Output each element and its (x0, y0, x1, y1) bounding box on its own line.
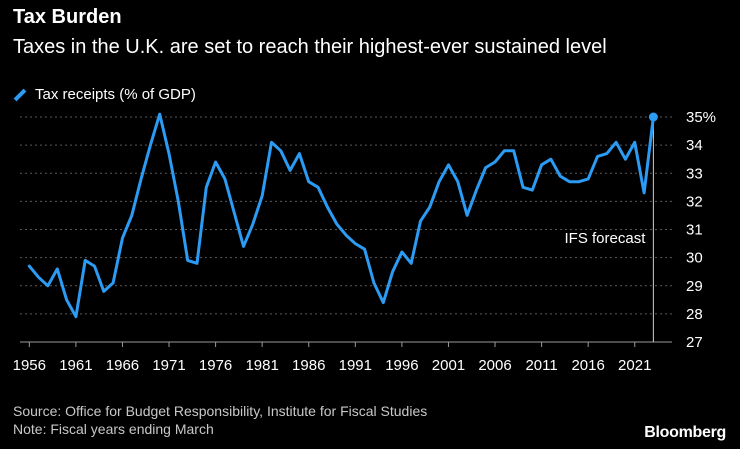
x-tick-label: 2016 (571, 357, 604, 374)
y-tick-label: 32 (686, 193, 703, 210)
x-tick-label: 2001 (432, 357, 465, 374)
y-tick-label: 27 (686, 334, 703, 351)
x-tick-label: 2011 (525, 357, 557, 374)
x-tick-label: 2021 (618, 357, 651, 374)
y-tick-label: 31 (686, 222, 703, 239)
x-tick-label: 1966 (106, 357, 139, 374)
legend-label: Tax receipts (% of GDP) (35, 86, 196, 103)
chart-legend: Tax receipts (% of GDP) (13, 86, 196, 103)
x-tick-label: 1981 (245, 357, 278, 374)
forecast-annotation: IFS forecast (565, 230, 647, 247)
x-tick-label: 1986 (292, 357, 325, 374)
y-tick-label: 28 (686, 306, 703, 323)
x-tick-label: 2006 (478, 357, 511, 374)
y-tick-label: 35% (686, 109, 716, 126)
source-note: Source: Office for Budget Responsibility… (13, 403, 428, 419)
chart-subtitle: Taxes in the U.K. are set to reach their… (13, 36, 607, 58)
x-tick-label: 1991 (339, 357, 372, 374)
x-tick-label: 1996 (385, 357, 418, 374)
x-tick-label: 1976 (199, 357, 232, 374)
forecast-point (648, 112, 658, 122)
y-tick-label: 30 (686, 250, 703, 267)
x-tick-label: 1956 (13, 357, 46, 374)
fiscal-note: Note: Fiscal years ending March (13, 421, 214, 437)
chart-title: Tax Burden (13, 6, 122, 28)
x-tick-label: 1971 (152, 357, 185, 374)
y-tick-label: 29 (686, 278, 703, 295)
y-tick-label: 34 (686, 137, 703, 154)
x-tick-label: 1961 (59, 357, 92, 374)
bloomberg-logo: Bloomberg (644, 424, 726, 441)
y-tick-label: 33 (686, 165, 703, 182)
tax-receipts-line (27, 112, 655, 319)
